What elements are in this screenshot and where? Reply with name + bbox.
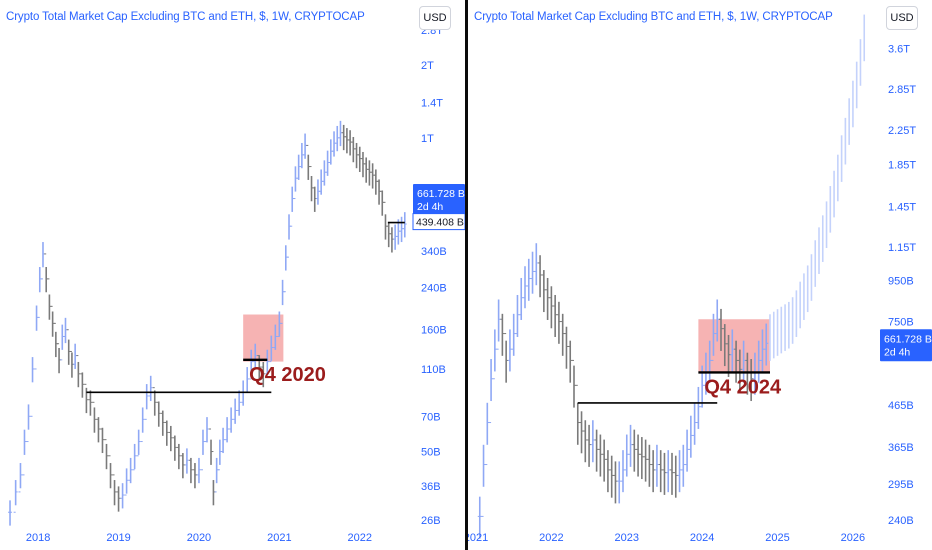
y-tick-label: 50B — [421, 447, 441, 459]
y-tick-label: 240B — [421, 282, 447, 294]
y-tick-label: 465B — [888, 400, 914, 412]
x-tick-label: 2021 — [468, 532, 488, 544]
y-tick-label: 295B — [888, 479, 914, 491]
x-tick-label: 2020 — [187, 532, 211, 544]
y-tick-label: 2.25T — [888, 125, 916, 137]
x-tick-label: 2023 — [615, 532, 639, 544]
x-tick-label: 2022 — [348, 532, 372, 544]
annotation-label: Q4 2024 — [704, 376, 782, 398]
y-tick-label: 110B — [421, 364, 446, 376]
chart-title-left: Crypto Total Market Cap Excluding BTC an… — [6, 11, 365, 23]
y-tick-label: 70B — [421, 411, 441, 423]
y-tick-label: 750B — [888, 317, 914, 329]
y-tick-label: 2.85T — [888, 84, 916, 96]
panel-divider — [465, 0, 468, 550]
x-tick-label: 2025 — [765, 532, 789, 544]
y-tick-label: 1T — [421, 133, 434, 145]
y-tick-label: 240B — [888, 515, 914, 527]
y-tick-label: 340B — [421, 246, 447, 258]
x-tick-label: 2021 — [267, 532, 291, 544]
currency-button-left[interactable]: USD — [419, 6, 451, 30]
y-tick-label: 160B — [421, 325, 447, 337]
y-tick-label: 1.85T — [888, 159, 916, 171]
x-tick-label: 2026 — [841, 532, 865, 544]
countdown-value: 2d 4h — [417, 201, 443, 213]
x-tick-label: 2019 — [106, 532, 130, 544]
x-tick-label: 2018 — [26, 532, 50, 544]
y-tick-label: 1.4T — [421, 98, 443, 110]
last-price-value: 661.728 B — [417, 188, 465, 200]
x-tick-label: 2022 — [539, 532, 563, 544]
chart-panel-left[interactable]: Q4 20202.8T2T1.4T1T500B340B240B160B110B7… — [0, 0, 465, 550]
last-price-badge — [413, 184, 465, 216]
y-tick-label: 1.15T — [888, 242, 916, 254]
y-tick-label: 36B — [421, 481, 441, 493]
y-tick-label: 26B — [421, 515, 441, 527]
close-price-value: 439.408 B — [416, 217, 464, 229]
chart-title-right: Crypto Total Market Cap Excluding BTC an… — [474, 11, 833, 23]
last-price-badge — [880, 329, 932, 362]
chart-canvas-left[interactable]: Q4 20202.8T2T1.4T1T500B340B240B160B110B7… — [0, 0, 465, 550]
x-tick-label: 2024 — [690, 532, 714, 544]
chart-canvas-right[interactable]: Q4 2024 3.6T 2.85T 2.25T 1.85T 1.45T 1.15T 950B… — [468, 0, 932, 550]
close-price-badge — [412, 213, 465, 231]
y-tick-label: 365B — [888, 442, 914, 454]
currency-button-right[interactable]: USD — [886, 6, 918, 30]
last-price-value: 661.728 B — [884, 333, 932, 345]
y-tick-label: 950B — [888, 275, 914, 287]
chart-panel-right[interactable]: Q4 2024 3.6T 2.85T 2.25T 1.85T 1.45T 1.15T 950B… — [468, 0, 932, 550]
countdown-value: 2d 4h — [884, 346, 910, 358]
y-tick-label: 3.6T — [888, 43, 910, 55]
y-tick-label: 2T — [421, 60, 434, 72]
y-tick-label: 1.45T — [888, 202, 916, 214]
breakout-zone — [243, 314, 284, 362]
annotation-label: Q4 2020 — [249, 364, 326, 386]
